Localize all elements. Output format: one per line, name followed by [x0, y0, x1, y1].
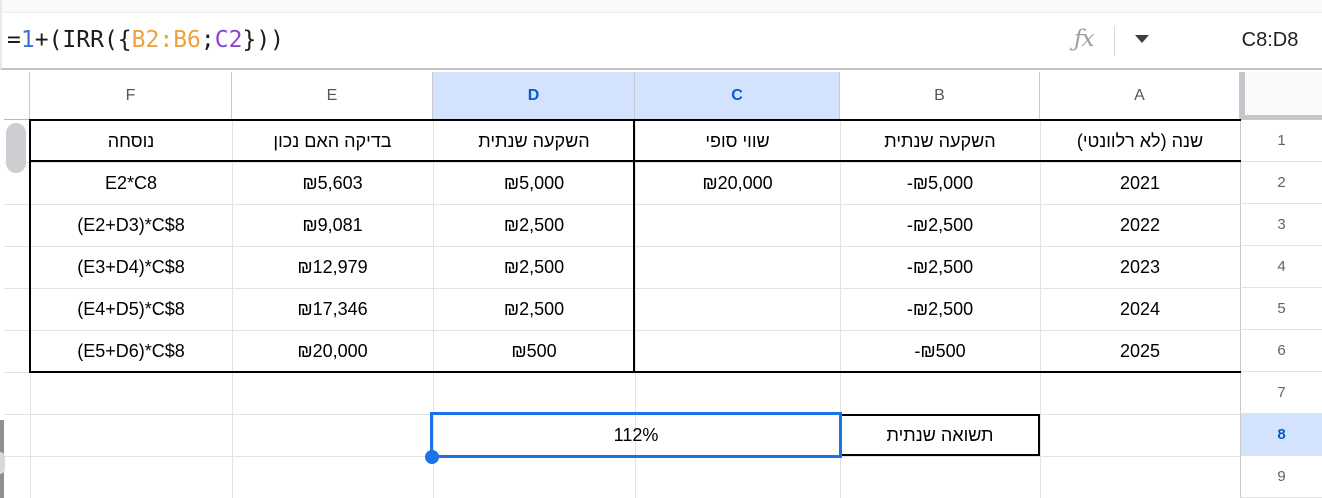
- column-header-D[interactable]: D: [433, 72, 635, 120]
- formula-bar-divider: [1114, 26, 1115, 56]
- formula-bar: =1+(IRR({B2:B6;C2})) C8:D8: [0, 0, 1322, 70]
- column-header-C[interactable]: C: [635, 72, 840, 120]
- select-all-corner[interactable]: [1240, 72, 1322, 120]
- dropdown-caret-icon[interactable]: [1135, 35, 1149, 43]
- formula-token: })): [242, 27, 285, 53]
- cell-B5[interactable]: -₪2,500: [906, 299, 974, 319]
- cell-D4[interactable]: ₪2,500: [503, 257, 565, 277]
- formula-token: B2:B6: [131, 27, 201, 53]
- row-header-6[interactable]: 6: [1240, 330, 1322, 372]
- cell-A5[interactable]: 2024: [1119, 299, 1161, 319]
- cell-B2[interactable]: -₪5,000: [906, 173, 974, 193]
- row-header-4[interactable]: 4: [1240, 246, 1322, 288]
- grid-line-horizontal: [4, 288, 1240, 289]
- cell-B4[interactable]: -₪2,500: [906, 257, 974, 277]
- name-box[interactable]: C8:D8: [1241, 29, 1299, 51]
- cell-D1[interactable]: השקעה שנתית: [478, 131, 590, 151]
- row-header-7[interactable]: 7: [1240, 372, 1322, 414]
- fill-handle[interactable]: [425, 450, 439, 464]
- column-header-F[interactable]: F: [30, 72, 232, 120]
- cell-F4[interactable]: (E3+D4)*C$8: [77, 257, 185, 277]
- cell-E5[interactable]: ₪17,346: [297, 299, 368, 319]
- table-border-under-header-row: [29, 160, 1241, 162]
- cell-D5[interactable]: ₪2,500: [503, 299, 565, 319]
- formula-token: C2: [214, 27, 243, 53]
- grid-line-horizontal: [4, 330, 1240, 331]
- column-header-B[interactable]: B: [840, 72, 1040, 120]
- grid-line-vertical: [840, 120, 841, 498]
- grid-line-horizontal: [4, 204, 1240, 205]
- cell-E3[interactable]: ₪9,081: [302, 215, 363, 235]
- selection-c8-d8[interactable]: 112%: [430, 412, 842, 458]
- cell-F2[interactable]: E2*C8: [104, 173, 158, 193]
- table-border-left: [29, 119, 31, 373]
- cell-A6[interactable]: 2025: [1119, 341, 1161, 361]
- row-header-5[interactable]: 5: [1240, 288, 1322, 330]
- cell-A4[interactable]: 2023: [1119, 257, 1161, 277]
- cell-A2[interactable]: 2021: [1119, 173, 1161, 193]
- row-header-1[interactable]: 1: [1240, 120, 1322, 162]
- cell-E6[interactable]: ₪20,000: [297, 341, 368, 361]
- horizontal-scrollbar-fragment[interactable]: [0, 452, 5, 474]
- cell-B3[interactable]: -₪2,500: [906, 215, 974, 235]
- cell-E4[interactable]: ₪12,979: [297, 257, 368, 277]
- row-header-9[interactable]: 9: [1240, 456, 1322, 498]
- table-border-top: [29, 119, 1241, 121]
- cell-D3[interactable]: ₪2,500: [503, 215, 565, 235]
- table-border-bottom: [29, 371, 1241, 373]
- cell-F1[interactable]: נוסחה: [107, 131, 155, 151]
- formula-token: 1: [20, 27, 35, 53]
- cell-D2[interactable]: ₪5,000: [503, 173, 565, 193]
- cell-F5[interactable]: (E4+D5)*C$8: [77, 299, 185, 319]
- formula-token: +(IRR({: [34, 27, 132, 53]
- vertical-scrollbar-thumb[interactable]: [6, 123, 26, 173]
- row-header-8[interactable]: 8: [1240, 414, 1322, 456]
- cell-B1[interactable]: השקעה שנתית: [884, 131, 996, 151]
- grid-line-horizontal: [4, 162, 1240, 163]
- cell-D6[interactable]: ₪500: [511, 341, 557, 361]
- table-border-between-d-and-c: [633, 119, 635, 373]
- cell-F6[interactable]: (E5+D6)*C$8: [77, 341, 185, 361]
- cell-E2[interactable]: ₪5,603: [302, 173, 363, 193]
- cell-A1[interactable]: שנה (לא רלוונטי): [1076, 131, 1204, 151]
- cell-B8[interactable]: תשואה שנתית: [840, 414, 1040, 456]
- cell-E1[interactable]: בדיקה האם נכון: [273, 131, 392, 151]
- formula-token: =: [7, 27, 21, 53]
- formula-bar-top-strip: [2, 0, 1322, 13]
- grid-line-vertical: [635, 120, 636, 498]
- cell-A3[interactable]: 2022: [1119, 215, 1161, 235]
- cell-C1[interactable]: שווי סופי: [705, 131, 770, 151]
- row-header-2[interactable]: 2: [1240, 162, 1322, 204]
- grid-line-horizontal: [4, 246, 1240, 247]
- grid-line-vertical: [1040, 120, 1041, 498]
- cell-C2[interactable]: ₪20,000: [702, 173, 773, 193]
- formula-token: ;: [200, 27, 215, 53]
- column-header-partial[interactable]: [4, 72, 30, 120]
- row-header-3[interactable]: 3: [1240, 204, 1322, 246]
- column-header-E[interactable]: E: [232, 72, 433, 120]
- formula-input[interactable]: =1+(IRR({B2:B6;C2})): [7, 13, 1007, 68]
- grid-line-vertical: [433, 120, 434, 498]
- cell-B6[interactable]: -₪500: [914, 341, 966, 361]
- grid-line-vertical: [232, 120, 233, 498]
- cell-F3[interactable]: (E2+D3)*C$8: [77, 215, 185, 235]
- column-header-A[interactable]: A: [1040, 72, 1240, 120]
